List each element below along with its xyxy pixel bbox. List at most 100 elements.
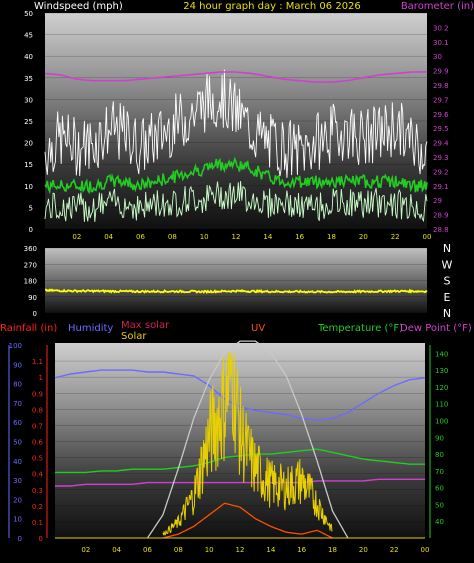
windspeed-tick-label: 25	[24, 118, 33, 126]
humidity-tick-label: 30	[13, 477, 22, 485]
graph-title: 24 hour graph day : March 06 2026	[183, 1, 361, 12]
barometer-tick-label: 29.5	[433, 125, 449, 133]
barometer-tick-label: 30.1	[433, 39, 449, 47]
bottom-time-tick-label: 08	[174, 546, 183, 554]
legend-humidity: Humidity	[68, 323, 113, 334]
top-time-tick-label: 00	[423, 233, 432, 241]
windspeed-tick-label: 35	[24, 75, 33, 83]
barometer-tick-label: 29.1	[433, 183, 449, 191]
legend-max-solar: Max solar	[121, 320, 170, 331]
windspeed-tick-label: 10	[24, 183, 33, 191]
max-solar-series-line	[146, 340, 349, 539]
rainfall-tick-label: 0.2	[32, 503, 43, 511]
compass-label: N	[443, 242, 451, 255]
top-gridlines	[45, 12, 427, 230]
compass-label: S	[444, 275, 451, 288]
legend-dewpoint: Dew Point (°F)	[400, 323, 472, 334]
rainfall-tick-label: 0.1	[32, 519, 43, 527]
barometer-axis-ticks: 28.8 28.9 29 29.1 29.2 29.3 29.4 29.5 29.6 29.7 29…	[433, 24, 449, 234]
uv-series-line	[162, 502, 333, 539]
bottom-time-tick-label: 18	[328, 546, 337, 554]
direction-tick-label: 180	[24, 278, 37, 286]
barometer-tick-label: 30.2	[433, 24, 449, 32]
temperature-tick-label: 130	[435, 367, 448, 375]
temperature-tick-label: 100	[435, 418, 448, 426]
top-time-tick-label: 10	[200, 233, 209, 241]
dewpoint-series-line	[55, 478, 425, 487]
legend-temperature: Temperature (°F)	[317, 323, 403, 334]
bottom-time-axis-ticks: 02 04 06 08 10 12 14 16 18 20 22 00	[81, 546, 429, 554]
average-wind-series-line	[44, 156, 428, 195]
humidity-tick-label: 10	[13, 516, 22, 524]
barometer-tick-label: 29.6	[433, 111, 449, 119]
wind-series	[44, 69, 428, 223]
humidity-axis-ticks: 0 10 20 30 40 50 60 70 80 90 100	[8, 342, 22, 543]
rainfall-tick-label: 0.5	[32, 455, 43, 463]
temperature-tick-label: 70	[435, 468, 444, 476]
top-time-tick-label: 02	[72, 233, 81, 241]
humidity-tick-label: 100	[9, 342, 22, 350]
humidity-tick-label: 70	[13, 400, 22, 408]
barometer-tick-label: 29.3	[433, 154, 449, 162]
compass-label: E	[444, 291, 451, 304]
windspeed-tick-label: 50	[24, 10, 33, 18]
rainfall-tick-label: 0.3	[32, 487, 43, 495]
top-time-tick-label: 12	[232, 233, 241, 241]
bottom-time-tick-label: 22	[390, 546, 399, 554]
windspeed-tick-label: 15	[24, 161, 33, 169]
temperature-tick-label: 120	[435, 384, 448, 392]
barometer-label: Barometer (in)	[401, 1, 474, 12]
top-time-tick-label: 20	[359, 233, 368, 241]
humidity-tick-label: 60	[13, 419, 22, 427]
barometer-tick-label: 29	[433, 197, 442, 205]
direction-tick-label: 90	[28, 294, 37, 302]
rainfall-tick-label: 0	[39, 535, 43, 543]
rainfall-tick-label: 0.7	[32, 422, 43, 430]
temperature-tick-label: 90	[435, 434, 444, 442]
gust-series-line	[44, 69, 428, 178]
top-time-tick-label: 06	[136, 233, 145, 241]
top-time-tick-label: 14	[263, 233, 272, 241]
direction-tick-label: 270	[24, 261, 37, 269]
wind-direction-series-line	[44, 288, 428, 295]
barometer-tick-label: 30	[433, 53, 442, 61]
temperature-tick-label: 80	[435, 451, 444, 459]
rainfall-tick-label: 0.8	[32, 406, 43, 414]
compass-label: N	[443, 307, 451, 320]
windspeed-tick-label: 40	[24, 53, 33, 61]
barometer-tick-label: 29.4	[433, 140, 449, 148]
temperature-tick-label: 110	[435, 401, 448, 409]
humidity-tick-label: 40	[13, 458, 22, 466]
compass-label: W	[442, 258, 453, 271]
direction-plot-background	[45, 248, 427, 313]
top-time-tick-label: 08	[168, 233, 177, 241]
rainfall-tick-label: 1.1	[32, 358, 43, 366]
rainfall-axis-ticks: 0 0.1 0.2 0.3 0.4 0.5 0.6 0.7 0.8 0.9 1 1.1	[32, 345, 48, 543]
barometer-tick-label: 28.9	[433, 212, 449, 220]
direction-axis-ticks: 0 90 180 270 360	[24, 245, 37, 318]
legend-solar: Solar	[121, 331, 147, 342]
bottom-time-tick-label: 06	[143, 546, 152, 554]
direction-tick-label: 360	[24, 245, 37, 253]
temperature-tick-label: 140	[435, 350, 448, 358]
legend-rainfall: Rainfall (in)	[0, 323, 57, 334]
top-time-tick-label: 04	[104, 233, 113, 241]
rainfall-tick-label: 0.9	[32, 390, 43, 398]
temperature-tick-label: 50	[435, 501, 444, 509]
rainfall-tick-label: 1	[39, 374, 43, 382]
humidity-tick-label: 90	[13, 361, 22, 369]
windspeed-axis-ticks: 0 5 10 15 20 25 30 35 40 45 50	[24, 10, 33, 234]
bottom-time-tick-label: 00	[421, 546, 430, 554]
bottom-time-tick-label: 10	[205, 546, 214, 554]
bottom-time-tick-label: 04	[112, 546, 121, 554]
windspeed-tick-label: 0	[29, 226, 33, 234]
solar-series-line	[162, 352, 333, 536]
bottom-time-tick-label: 12	[236, 546, 245, 554]
top-time-tick-label: 18	[327, 233, 336, 241]
lull-series-line	[44, 180, 428, 223]
top-time-tick-label: 16	[295, 233, 304, 241]
bottom-time-tick-label: 20	[359, 546, 368, 554]
windspeed-tick-label: 5	[29, 204, 33, 212]
